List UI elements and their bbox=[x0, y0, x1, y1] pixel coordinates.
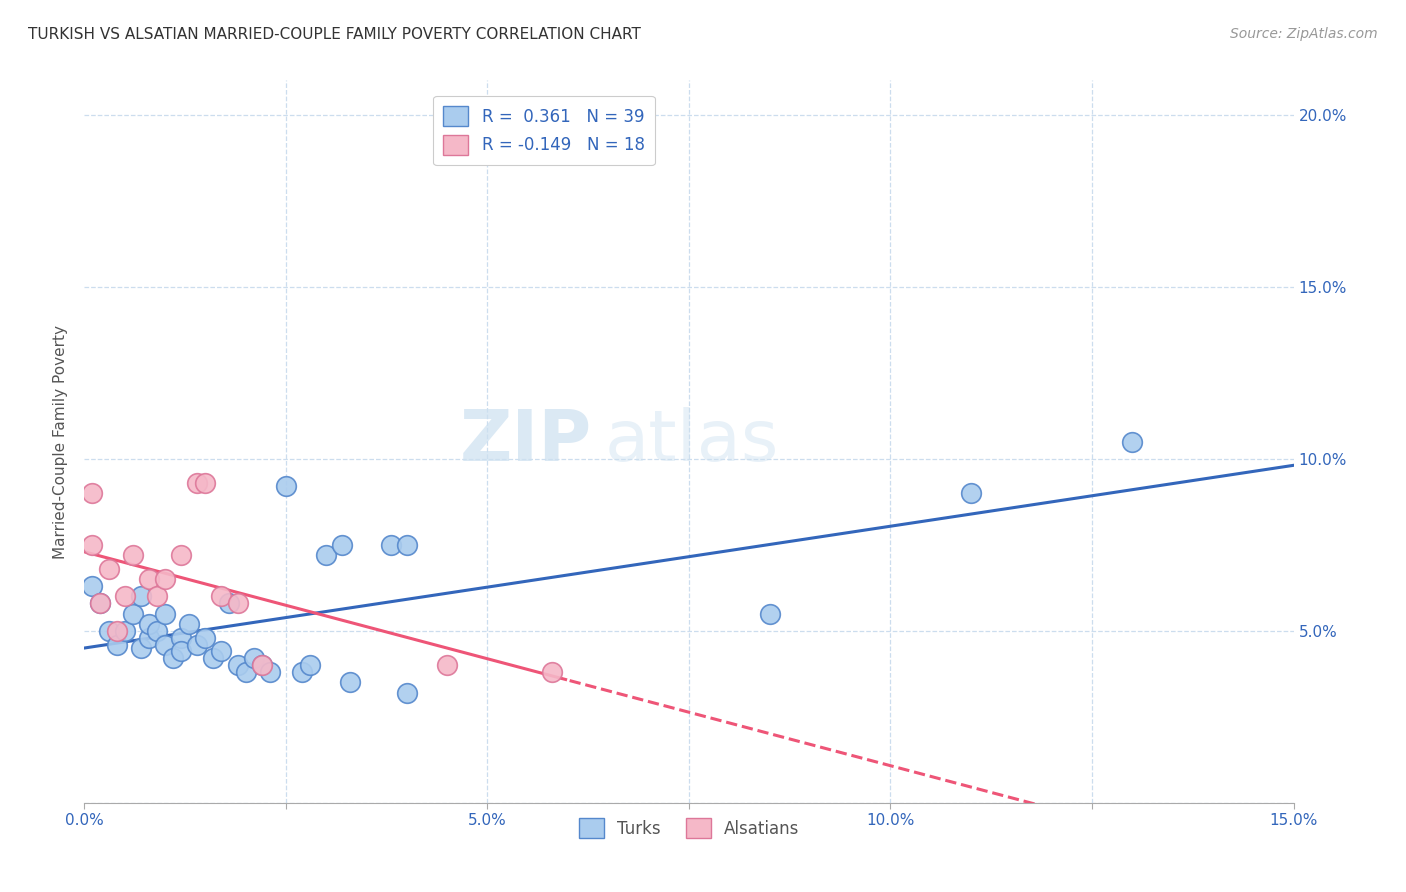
Point bbox=[380, 538, 402, 552]
Text: TURKISH VS ALSATIAN MARRIED-COUPLE FAMILY POVERTY CORRELATION CHART: TURKISH VS ALSATIAN MARRIED-COUPLE FAMIL… bbox=[28, 27, 641, 42]
Point bbox=[179, 616, 201, 631]
Point bbox=[315, 548, 337, 562]
Point bbox=[194, 475, 217, 490]
Point bbox=[218, 596, 240, 610]
Point bbox=[395, 686, 418, 700]
Point bbox=[153, 607, 176, 621]
Point bbox=[186, 475, 208, 490]
Point bbox=[291, 665, 314, 679]
Point bbox=[138, 572, 160, 586]
Point bbox=[209, 590, 232, 604]
Text: atlas: atlas bbox=[605, 407, 779, 476]
Point bbox=[146, 590, 169, 604]
Text: Source: ZipAtlas.com: Source: ZipAtlas.com bbox=[1230, 27, 1378, 41]
Point bbox=[194, 631, 217, 645]
Point bbox=[121, 548, 143, 562]
Y-axis label: Married-Couple Family Poverty: Married-Couple Family Poverty bbox=[53, 325, 69, 558]
Point bbox=[114, 590, 136, 604]
Point bbox=[1121, 434, 1143, 449]
Point bbox=[89, 596, 111, 610]
Point bbox=[129, 590, 152, 604]
Point bbox=[226, 596, 249, 610]
Point bbox=[153, 572, 176, 586]
Point bbox=[339, 675, 361, 690]
Point bbox=[121, 607, 143, 621]
Point bbox=[186, 638, 208, 652]
Point bbox=[170, 644, 193, 658]
Point bbox=[202, 651, 225, 665]
Point bbox=[330, 538, 353, 552]
Point bbox=[242, 651, 264, 665]
Point bbox=[97, 624, 120, 638]
Point bbox=[82, 538, 104, 552]
Point bbox=[226, 658, 249, 673]
Point bbox=[129, 640, 152, 655]
Point bbox=[138, 616, 160, 631]
Point bbox=[105, 638, 128, 652]
Point bbox=[170, 548, 193, 562]
Point bbox=[82, 486, 104, 500]
Point bbox=[235, 665, 257, 679]
Point bbox=[105, 624, 128, 638]
Point bbox=[259, 665, 281, 679]
Point bbox=[82, 579, 104, 593]
Point bbox=[162, 651, 184, 665]
Point bbox=[299, 658, 322, 673]
Legend: Turks, Alsatians: Turks, Alsatians bbox=[572, 812, 806, 845]
Point bbox=[250, 658, 273, 673]
Point bbox=[541, 665, 564, 679]
Point bbox=[170, 631, 193, 645]
Point bbox=[146, 624, 169, 638]
Point bbox=[758, 607, 780, 621]
Point bbox=[89, 596, 111, 610]
Point bbox=[274, 479, 297, 493]
Point bbox=[250, 658, 273, 673]
Point bbox=[138, 631, 160, 645]
Point bbox=[97, 562, 120, 576]
Point bbox=[209, 644, 232, 658]
Point bbox=[395, 538, 418, 552]
Point bbox=[436, 658, 458, 673]
Point bbox=[114, 624, 136, 638]
Point bbox=[960, 486, 983, 500]
Text: ZIP: ZIP bbox=[460, 407, 592, 476]
Point bbox=[153, 638, 176, 652]
